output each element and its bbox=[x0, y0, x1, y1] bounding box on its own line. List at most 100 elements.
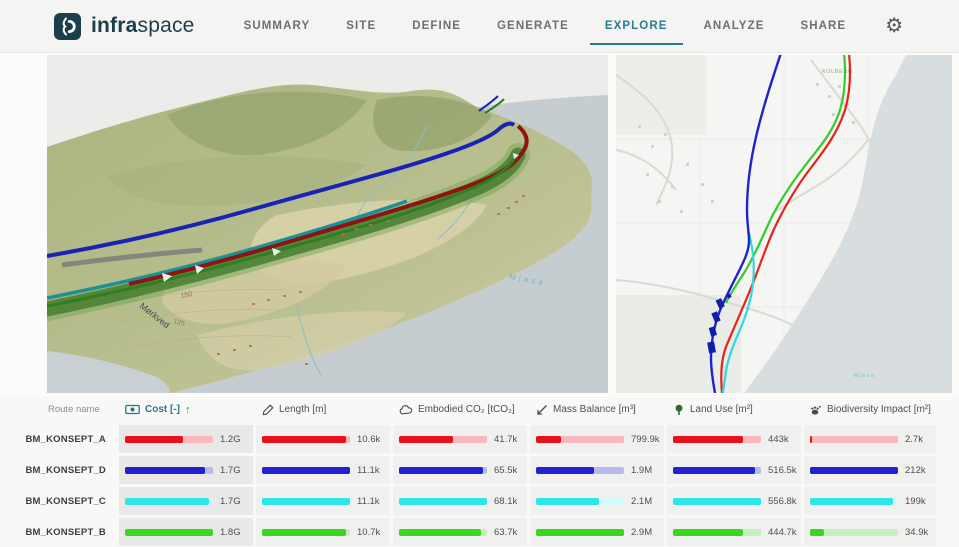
settings-gear-icon[interactable]: ⚙ bbox=[885, 15, 904, 37]
metric-bar-track bbox=[536, 435, 624, 443]
route-map-scene: KOLBERG Mjøsa bbox=[616, 55, 952, 393]
metric-value: 41.7k bbox=[494, 433, 518, 445]
metric-cell: 199k bbox=[804, 487, 936, 515]
metric-cell: 1.9M bbox=[530, 456, 664, 484]
metric-value: 10.6k bbox=[357, 433, 381, 445]
brand-name: infraspace bbox=[91, 14, 195, 37]
tab-share[interactable]: SHARE bbox=[787, 0, 859, 52]
tab-site[interactable]: SITE bbox=[333, 0, 389, 52]
metric-bar-fill bbox=[673, 528, 744, 536]
metric-bar-fill bbox=[536, 435, 561, 443]
metric-cell: 34.9k bbox=[804, 518, 936, 546]
metric-value: 11.1k bbox=[357, 495, 380, 507]
metric-bar-track bbox=[399, 497, 487, 505]
tab-define[interactable]: DEFINE bbox=[399, 0, 474, 52]
land-use-column-header[interactable]: Land Use [m²] bbox=[667, 404, 801, 416]
metric-value: 443k bbox=[768, 433, 789, 445]
metric-value: 1.8G bbox=[220, 526, 241, 538]
route-a-line-2d[interactable] bbox=[720, 55, 852, 393]
metric-bar-fill bbox=[125, 497, 210, 505]
table-row[interactable]: BM_KONSEPT_B 1.8G 10.7k 63.7k 2.9M 444.7… bbox=[25, 518, 959, 546]
length-column-header[interactable]: Length [m] bbox=[256, 403, 390, 416]
table-body: BM_KONSEPT_A 1.2G 10.6k 41.7k 799.9k 443… bbox=[0, 425, 959, 546]
tab-explore[interactable]: EXPLORE bbox=[589, 0, 683, 52]
mass-balance-column-header[interactable]: Mass Balance [m³] bbox=[530, 404, 664, 416]
metric-bar-track bbox=[125, 528, 213, 536]
co2-column-header[interactable]: Embodied CO₂ [tCO₂] bbox=[393, 404, 527, 415]
metric-bar-fill bbox=[536, 528, 624, 536]
table-row[interactable]: BM_KONSEPT_A 1.2G 10.6k 41.7k 799.9k 443… bbox=[25, 425, 959, 453]
metric-bar-track bbox=[673, 528, 761, 536]
metric-bar-fill bbox=[125, 466, 206, 474]
metric-value: 2.1M bbox=[631, 495, 653, 507]
mass-arrows-icon bbox=[536, 404, 548, 416]
metric-cell: 212k bbox=[804, 456, 936, 484]
metric-value: 556.8k bbox=[768, 495, 797, 507]
metric-cell: 2.1M bbox=[530, 487, 664, 515]
metric-value: 68.1k bbox=[494, 495, 518, 507]
tab-generate[interactable]: GENERATE bbox=[484, 0, 582, 52]
metric-value: 799.9k bbox=[631, 433, 660, 445]
biodiversity-column-header[interactable]: Biodiversity Impact [m²] bbox=[804, 404, 936, 416]
metric-cell: 1.2G bbox=[119, 425, 253, 453]
route-a-line-3d[interactable] bbox=[128, 124, 529, 286]
metric-cell: 2.9M bbox=[530, 518, 664, 546]
route-c-line-2d[interactable] bbox=[721, 232, 755, 393]
metric-cell: 443k bbox=[667, 425, 801, 453]
route-c-line-3d[interactable] bbox=[47, 199, 408, 300]
metric-cell: 10.7k bbox=[256, 518, 390, 546]
metric-bar-track bbox=[810, 528, 898, 536]
metric-value: 444.7k bbox=[768, 526, 797, 538]
metric-value: 63.7k bbox=[494, 526, 518, 538]
terrain-3d-scene: Mørkved 150 125 Mjøsa bbox=[47, 55, 608, 393]
metric-value: 10.7k bbox=[357, 526, 381, 538]
metric-bar-fill bbox=[262, 528, 347, 536]
metric-bar-fill bbox=[262, 497, 350, 505]
route-name: BM_KONSEPT_D bbox=[25, 464, 106, 476]
metric-bar-fill bbox=[399, 497, 487, 505]
animal-icon bbox=[810, 404, 822, 416]
settlement-dots bbox=[217, 195, 525, 365]
logo-icon bbox=[54, 12, 81, 40]
metric-bar-fill bbox=[673, 466, 755, 474]
metric-bar-track bbox=[536, 497, 624, 505]
metric-bar-fill bbox=[810, 435, 812, 443]
metric-value: 1.2G bbox=[220, 433, 241, 445]
metric-bar-track bbox=[810, 435, 898, 443]
route-d-line-3d[interactable] bbox=[47, 121, 516, 258]
metric-bar-track bbox=[125, 435, 213, 443]
north-routes bbox=[478, 95, 505, 114]
metric-bar-fill bbox=[399, 466, 484, 474]
metric-bar-track bbox=[673, 466, 761, 474]
contour-label-150: 150 bbox=[180, 291, 193, 300]
terrain-3d-view[interactable]: Mørkved 150 125 Mjøsa bbox=[47, 55, 608, 393]
metric-cell: 10.6k bbox=[256, 425, 390, 453]
metric-bar-track bbox=[399, 466, 487, 474]
cost-column-header[interactable]: Cost [-] ↑ bbox=[119, 404, 253, 416]
route-map-2d-view[interactable]: KOLBERG Mjøsa bbox=[616, 55, 952, 393]
table-row[interactable]: BM_KONSEPT_D 1.7G 11.1k 65.5k 1.9M 516.5… bbox=[25, 456, 959, 484]
metric-bar-fill bbox=[673, 435, 744, 443]
tab-analyze[interactable]: ANALYZE bbox=[691, 0, 778, 52]
route-b-line-2d[interactable] bbox=[724, 55, 847, 304]
cut-glints bbox=[162, 153, 519, 282]
water-fjord bbox=[171, 95, 608, 393]
cloud-icon bbox=[399, 404, 413, 415]
table-row[interactable]: BM_KONSEPT_C 1.7G 11.1k 68.1k 2.1M 556.8… bbox=[25, 487, 959, 515]
contour-lines bbox=[101, 288, 293, 351]
metric-bar-track bbox=[673, 497, 761, 505]
app-logo: infraspace bbox=[54, 12, 195, 40]
metric-cell: 11.1k bbox=[256, 456, 390, 484]
metric-bar-fill bbox=[399, 435, 453, 443]
route-b-line-3d[interactable] bbox=[47, 154, 519, 308]
metric-cell: 41.7k bbox=[393, 425, 527, 453]
water-inlet bbox=[47, 351, 170, 393]
map-roads bbox=[616, 59, 875, 336]
metric-bar-fill bbox=[125, 528, 213, 536]
metric-value: 1.7G bbox=[220, 464, 241, 476]
metric-value: 1.9M bbox=[631, 464, 653, 476]
metric-bar-track bbox=[399, 435, 487, 443]
metric-value: 516.5k bbox=[768, 464, 797, 476]
tab-summary[interactable]: SUMMARY bbox=[231, 0, 324, 52]
route-d-markers[interactable] bbox=[707, 293, 732, 354]
